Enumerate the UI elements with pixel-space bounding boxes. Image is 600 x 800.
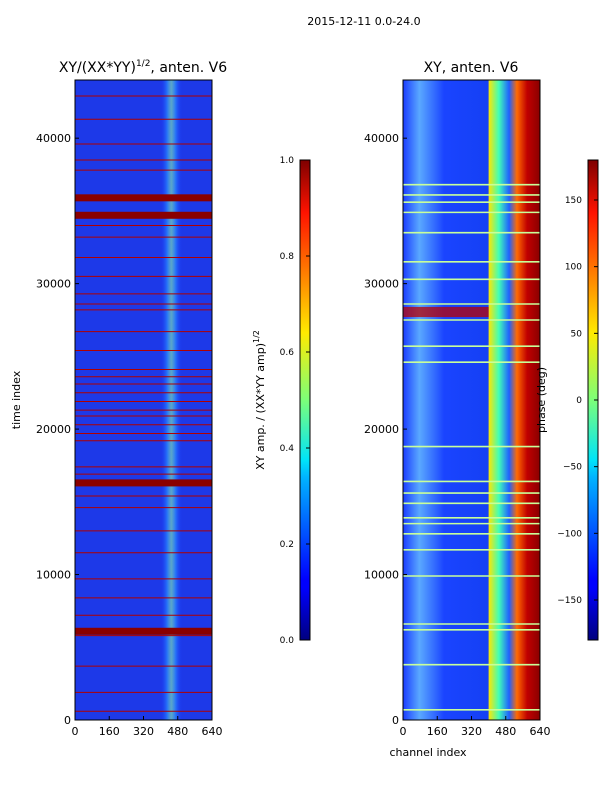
amplitude-ratio-ylabel: time index xyxy=(10,370,23,429)
phase-ytick-label: 40000 xyxy=(364,132,399,145)
phase-ytick-label: 10000 xyxy=(364,569,399,582)
amplitude-ratio-ytick-label: 20000 xyxy=(36,423,71,436)
amplitude-ratio-xtick-label: 640 xyxy=(202,725,223,738)
amplitude-ratio-xtick-label: 160 xyxy=(99,725,120,738)
figure-suptitle: 2015-12-11 0.0-24.0 xyxy=(307,15,420,28)
phase-bright-rows xyxy=(403,183,540,711)
amplitude-colorbar-tick-label: 0.4 xyxy=(280,444,295,454)
phase-xtick-label: 160 xyxy=(427,725,448,738)
amplitude-colorbar-tick-label: 1.0 xyxy=(280,156,295,166)
amplitude-ratio-saturated-row xyxy=(75,211,212,219)
phase-colorbar-label: phase (deg) xyxy=(535,367,548,433)
amplitude-ratio-saturated-row xyxy=(75,194,212,202)
amplitude-ratio-xtick-label: 320 xyxy=(133,725,154,738)
phase-colorbar-tick-label: −50 xyxy=(563,463,582,473)
amplitude-ratio-title: XY/(XX*YY)1/2, anten. V6 xyxy=(59,59,227,76)
amplitude-ratio-bright-band xyxy=(160,80,183,720)
amplitude-colorbar-tick-label: 0.2 xyxy=(280,540,294,550)
phase-colorbar: 150 100 50 0 −50 −100 −150 phase (deg) xyxy=(535,159,599,641)
phase-xtick-label: 480 xyxy=(495,725,516,738)
phase-colorbar-tick-label: −100 xyxy=(557,529,582,539)
amplitude-colorbar-tick-label: 0.8 xyxy=(280,252,295,262)
phase-ytick-label: 0 xyxy=(392,714,399,727)
amplitude-ratio-xtick-label: 0 xyxy=(72,725,79,738)
phase-colorbar-tick-label: 50 xyxy=(571,329,583,339)
amplitude-colorbar: 0.0 0.2 0.4 0.6 0.8 1.0 XY amp. / (XX*YY amp)… xyxy=(252,156,311,646)
phase-panel: XY, anten. V6 0 10000 20000 30000 40000 0 160… xyxy=(364,60,551,759)
amplitude-ratio-panel: XY/(XX*YY)1/2, anten. V6 0 10000 20000 3000… xyxy=(10,59,227,738)
phase-disturbed-region xyxy=(403,306,489,318)
amplitude-colorbar-tick-label: 0.6 xyxy=(280,348,295,358)
phase-title: XY, anten. V6 xyxy=(424,60,519,76)
phase-colorbar-tick-label: 0 xyxy=(576,396,582,406)
amplitude-colorbar-label: XY amp. / (XX*YY amp)1/2 xyxy=(252,330,267,470)
phase-xtick-label: 640 xyxy=(530,725,551,738)
phase-band xyxy=(488,80,540,720)
phase-colorbar-tick-label: 100 xyxy=(565,263,582,273)
phase-colorbar-tick-label: −150 xyxy=(557,596,582,606)
phase-colorbar-tick-label: 150 xyxy=(565,196,582,206)
amplitude-colorbar-gradient xyxy=(299,159,311,641)
amplitude-ratio-ytick-label: 10000 xyxy=(36,569,71,582)
amplitude-ratio-saturated-row xyxy=(75,627,212,635)
phase-xtick-label: 320 xyxy=(461,725,482,738)
amplitude-ratio-xtick-label: 480 xyxy=(167,725,188,738)
phase-xlabel: channel index xyxy=(389,746,467,759)
phase-ytick-label: 30000 xyxy=(364,278,399,291)
amplitude-colorbar-tick-label: 0.0 xyxy=(280,636,295,646)
amplitude-ratio-flag-rows xyxy=(75,95,212,712)
amplitude-ratio-ytick-label: 0 xyxy=(64,714,71,727)
amplitude-ratio-heatmap-background xyxy=(75,80,212,720)
phase-xtick-label: 0 xyxy=(400,725,407,738)
amplitude-ratio-ytick-label: 30000 xyxy=(36,278,71,291)
amplitude-ratio-saturated-row xyxy=(75,479,212,487)
phase-ytick-label: 20000 xyxy=(364,423,399,436)
amplitude-ratio-ytick-label: 40000 xyxy=(36,132,71,145)
